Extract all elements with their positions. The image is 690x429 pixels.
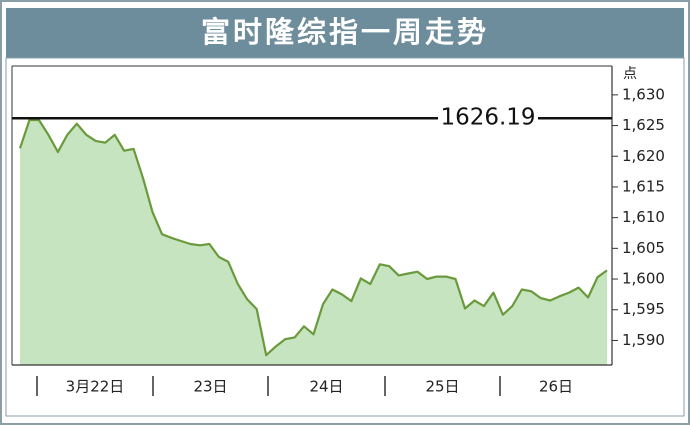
y-tick-label: 1,620 [622,147,665,165]
day-label: 24日 [309,378,343,396]
y-tick-label: 1,595 [622,300,665,318]
y-tick-label: 1,610 [622,208,665,226]
chart-title: 富时隆综指一周走势 [201,15,489,49]
day-label: 25日 [425,378,459,396]
y-tick-label: 1,605 [622,239,665,257]
y-tick-label: 1,630 [622,85,665,103]
line [18,118,608,357]
y-tick-label: 1,615 [622,177,665,195]
day-label: 26日 [539,378,573,396]
y-tick-label: 1,625 [622,116,665,134]
day-label: 3月22日 [66,378,125,396]
day-label: 23日 [193,378,227,396]
y-tick-label: 1,600 [622,270,665,288]
reference-label: 1626.19 [440,105,535,131]
title-band [6,8,684,58]
area-fill [20,120,607,365]
y-tick-label: 1,590 [622,331,665,349]
y-unit: 点 [623,66,637,82]
